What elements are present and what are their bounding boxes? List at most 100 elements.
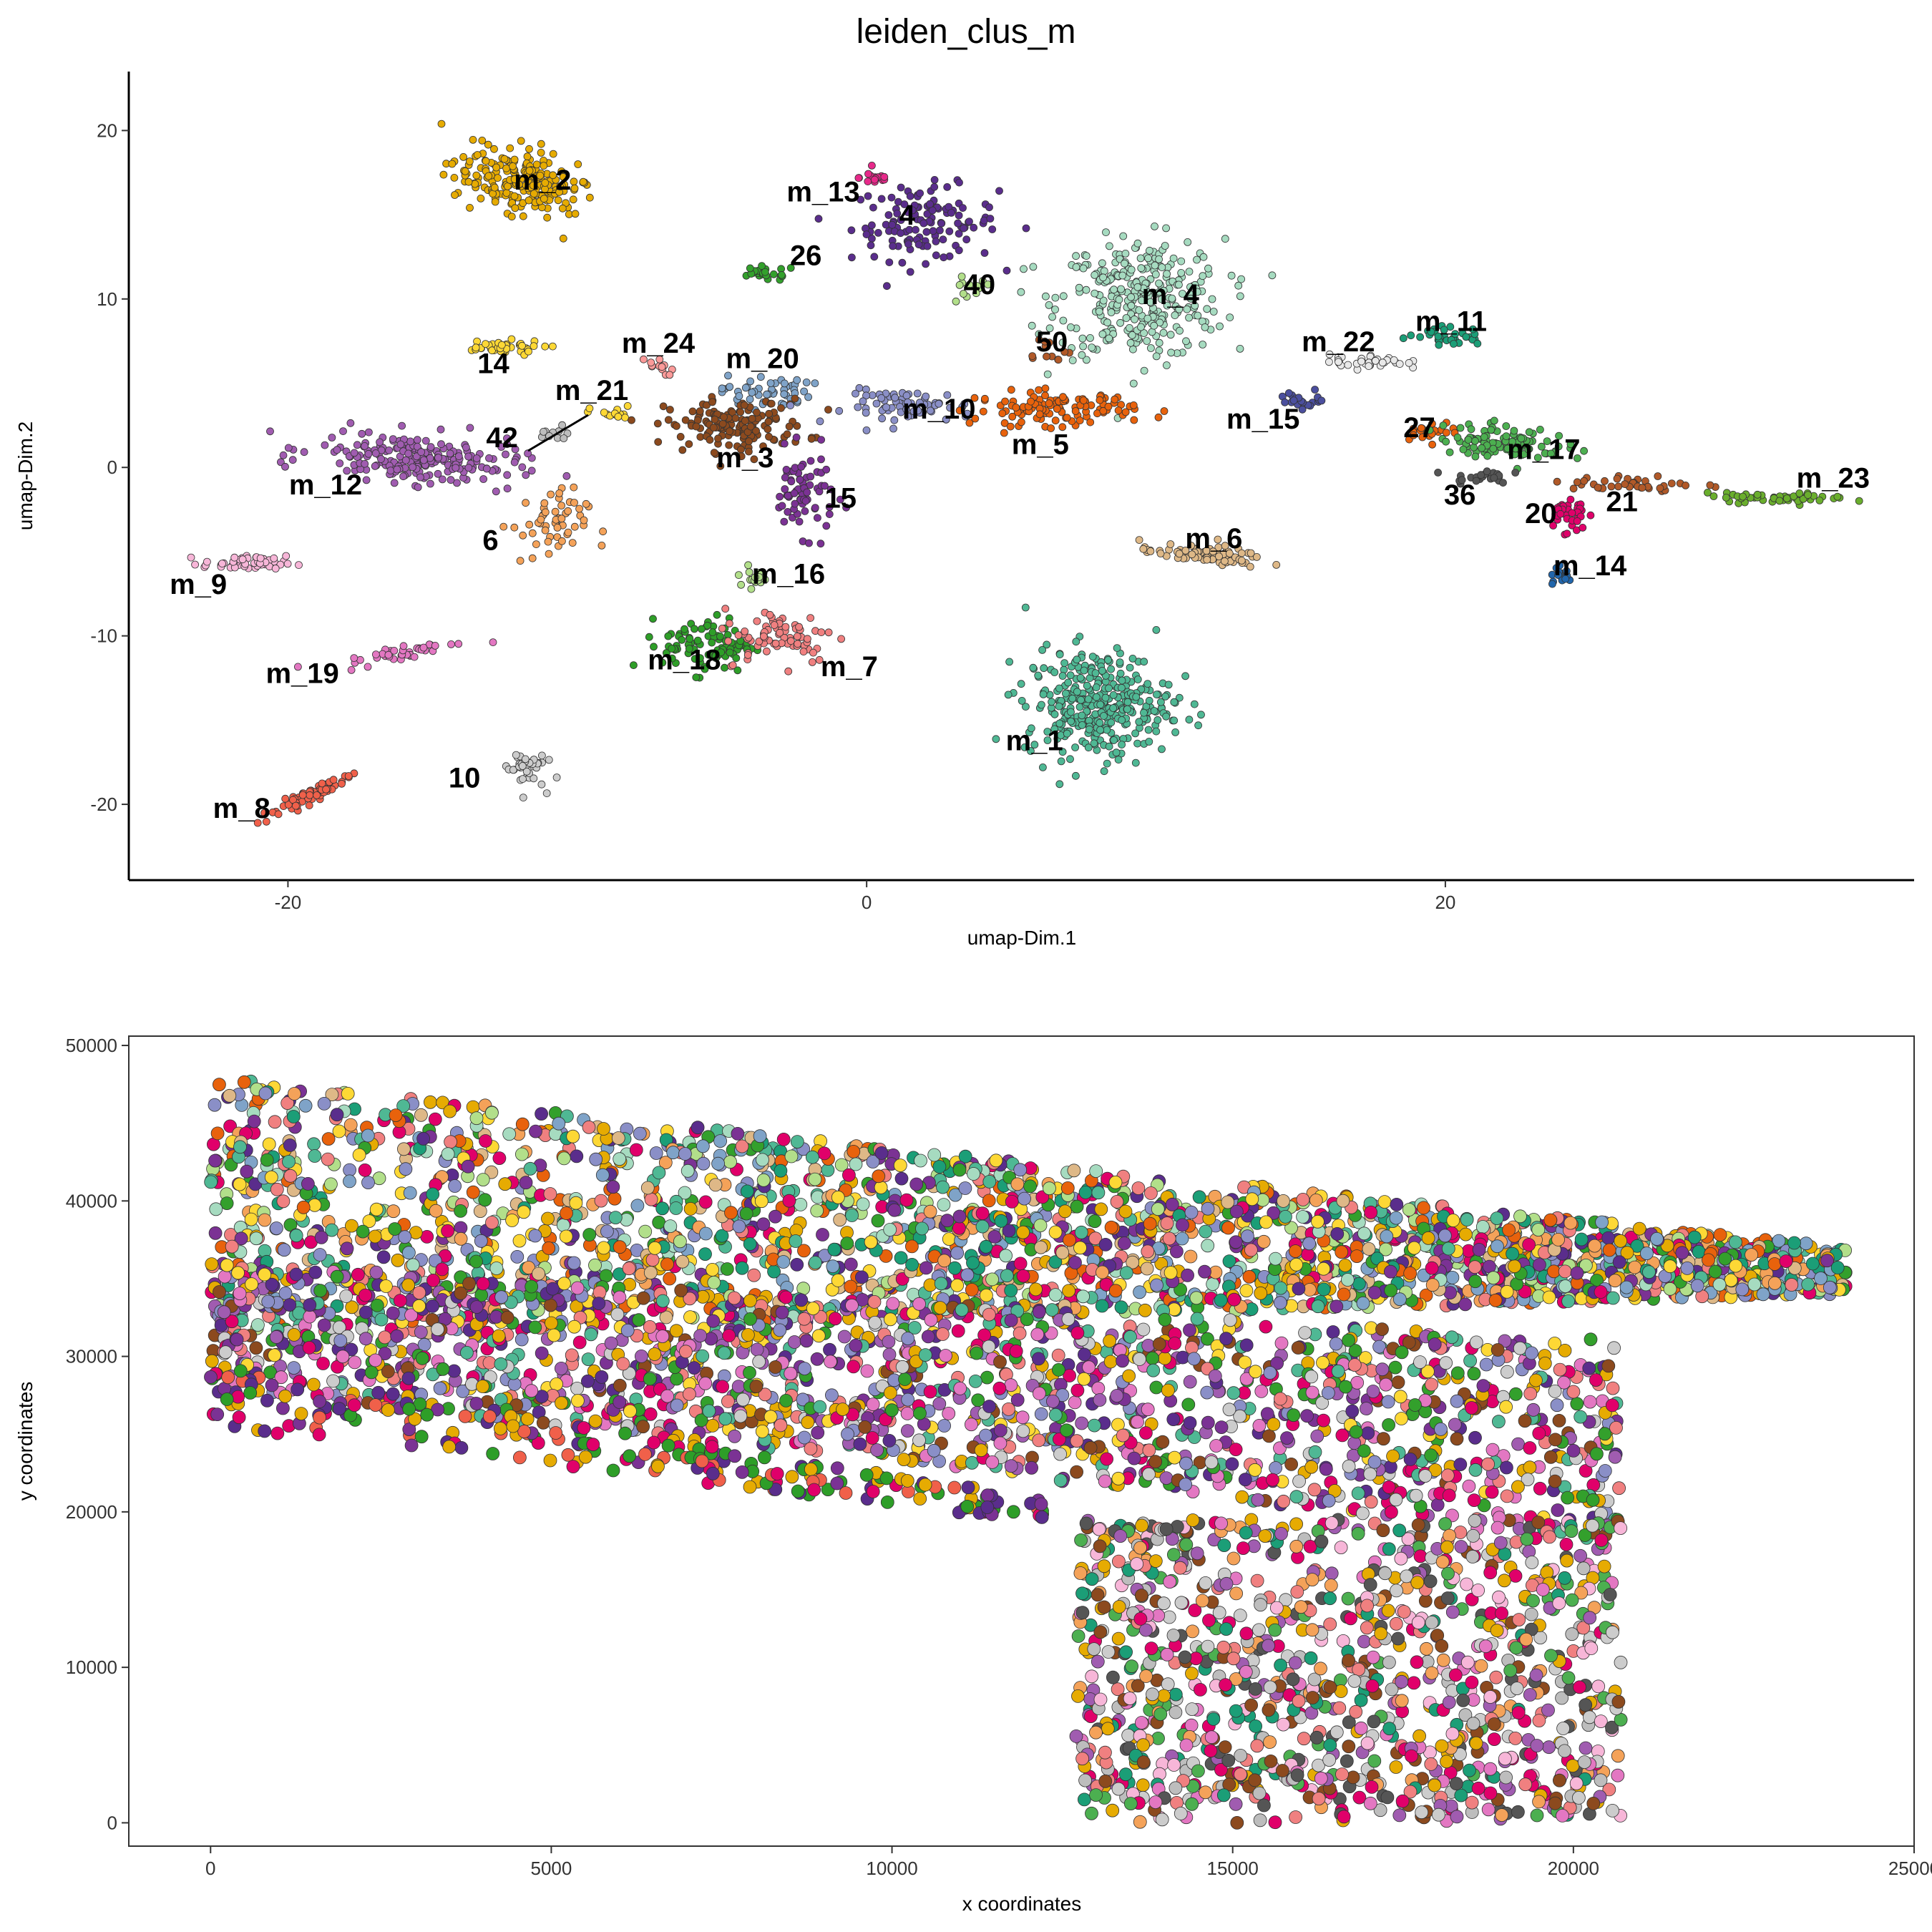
umap-point	[897, 183, 905, 192]
umap-point	[401, 456, 410, 464]
umap-point	[955, 230, 963, 238]
umap-point	[784, 667, 793, 675]
spatial-point	[874, 1146, 889, 1160]
umap-point	[806, 472, 815, 481]
umap-point	[437, 119, 446, 128]
spatial-point	[414, 1108, 428, 1122]
umap-point	[1107, 718, 1116, 727]
umap-point	[1116, 658, 1124, 666]
cluster-points-6	[499, 483, 607, 565]
umap-point	[270, 554, 278, 562]
umap-point	[1138, 296, 1146, 305]
umap-point	[1135, 536, 1143, 544]
spatial-point	[1016, 1269, 1030, 1283]
umap-point	[560, 434, 568, 442]
spatial-point	[723, 1155, 737, 1169]
umap-point	[1051, 293, 1060, 302]
umap-point	[1100, 712, 1108, 720]
spatial-point	[698, 1247, 712, 1261]
spatial-point	[808, 1172, 822, 1186]
umap-point	[564, 528, 572, 537]
umap-point	[271, 565, 280, 572]
umap-point	[1170, 716, 1179, 725]
spatial-point	[739, 1206, 753, 1221]
umap-point	[1113, 644, 1121, 652]
umap-point	[1040, 664, 1048, 673]
umap-point	[1439, 421, 1448, 429]
umap-point	[870, 253, 879, 261]
spatial-point	[1108, 1175, 1123, 1189]
umap-point	[1072, 252, 1080, 260]
umap-point	[1079, 342, 1087, 351]
umap-point	[885, 258, 894, 267]
umap-point	[824, 406, 832, 414]
umap-point	[795, 517, 804, 526]
umap-point	[1111, 395, 1119, 404]
umap-point	[569, 195, 577, 204]
spatial-point	[1016, 1225, 1030, 1239]
umap-point	[1058, 338, 1067, 347]
umap-point	[1151, 270, 1160, 278]
umap-point	[1067, 717, 1075, 726]
spatial-point	[543, 1187, 557, 1201]
umap-point	[528, 554, 537, 562]
umap-point	[600, 409, 608, 416]
spatial-point	[268, 1115, 282, 1129]
umap-point	[540, 162, 548, 170]
umap-point	[510, 523, 519, 532]
umap-point	[1166, 331, 1175, 339]
spatial-point	[774, 1163, 788, 1178]
spatial-point	[1292, 1282, 1306, 1296]
umap-point	[909, 206, 917, 215]
spatial-point	[1619, 1280, 1634, 1294]
umap-point	[557, 514, 566, 523]
umap-point	[1048, 698, 1055, 706]
spatial-point	[1338, 1259, 1352, 1272]
umap-point	[1053, 405, 1061, 413]
umap-point	[1483, 452, 1492, 460]
y-tick-label: 10	[97, 288, 117, 310]
umap-point	[1123, 705, 1131, 713]
spatial-point	[999, 1249, 1013, 1263]
umap-point	[781, 485, 789, 493]
umap-point	[1098, 330, 1107, 338]
spatial-point	[633, 1126, 647, 1141]
umap-point	[1057, 757, 1065, 766]
umap-point	[1489, 444, 1498, 453]
umap-point	[522, 499, 530, 507]
umap-point	[1143, 314, 1152, 323]
umap-point	[718, 625, 726, 633]
umap-point	[1272, 561, 1281, 569]
umap-point	[361, 442, 369, 450]
cluster-label: m_16	[752, 559, 825, 590]
umap-point	[298, 791, 307, 799]
umap-point	[1161, 242, 1169, 250]
spatial-point	[1364, 1205, 1378, 1219]
umap-point	[676, 433, 685, 441]
spatial-point	[361, 1176, 375, 1189]
umap-point	[889, 242, 897, 250]
umap-point	[1143, 337, 1151, 345]
umap-point	[1371, 356, 1380, 365]
umap-point	[957, 273, 966, 280]
umap-point	[1071, 743, 1079, 751]
umap-point	[698, 625, 706, 633]
umap-point	[1435, 341, 1443, 349]
spatial-point	[529, 1124, 542, 1138]
umap-point	[1098, 259, 1106, 268]
umap-point	[372, 650, 380, 658]
umap-point	[1163, 301, 1171, 310]
spatial-point	[1407, 1241, 1421, 1255]
umap-point	[1442, 437, 1450, 446]
umap-point	[490, 145, 498, 153]
spatial-point	[1239, 1284, 1254, 1298]
spatial-point	[1199, 1224, 1213, 1239]
umap-point	[1284, 389, 1293, 397]
spatial-point	[1198, 1264, 1211, 1279]
spatial-point	[847, 1145, 861, 1158]
spatial-point	[1013, 1257, 1028, 1271]
spatial-point	[1214, 1293, 1228, 1307]
umap-point	[347, 666, 356, 674]
